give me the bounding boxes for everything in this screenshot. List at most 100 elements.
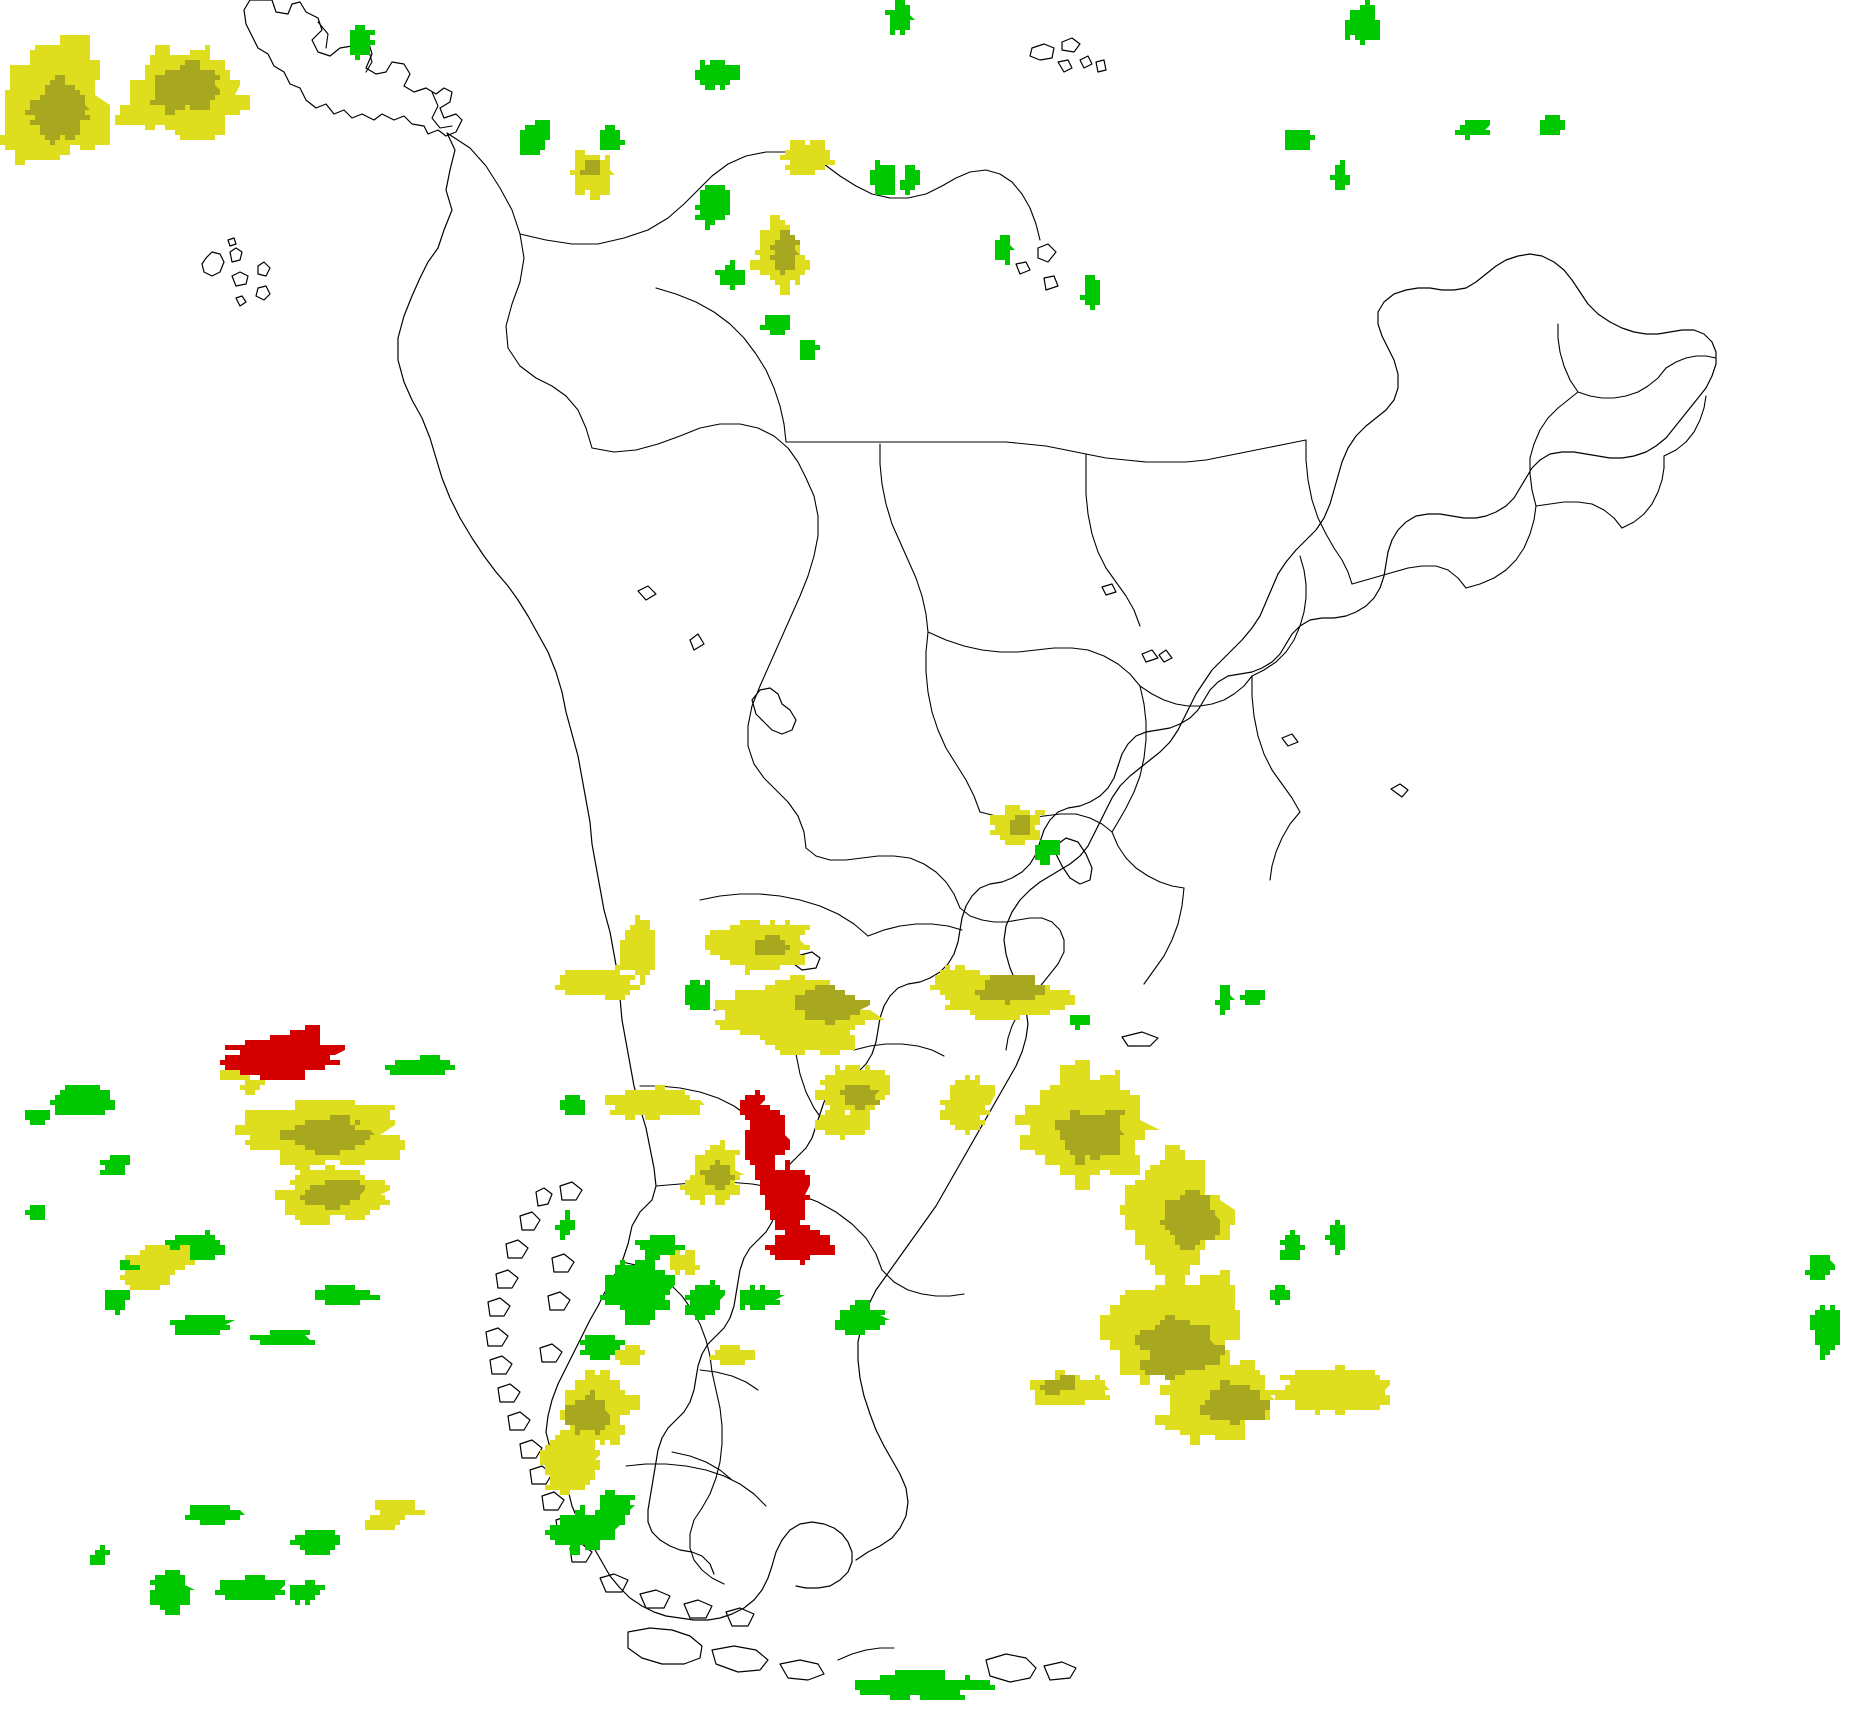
overlay-patch [520,120,550,155]
overlay-patch [1285,125,1315,150]
overlay-patch [840,1670,1000,1700]
overlay-patch [150,1570,195,1615]
overlay-patch [1035,845,1050,870]
overlay-patch [25,1110,50,1125]
overlay-patch [685,980,715,1010]
overlay-patch [740,1285,785,1310]
overlay-patch [1240,985,1265,1005]
overlay-patch [1040,1375,1080,1395]
overlay-patch [1805,1250,1835,1280]
overlay-patches-yellow [0,35,1390,1530]
overlay-patch [285,1580,325,1605]
overlay-patch [695,60,740,90]
overlay-patch [745,1105,790,1185]
overlay-patch [1200,1380,1270,1425]
overlay-patch [240,1075,265,1095]
overlay-patch [580,1335,625,1360]
overlay-patches-green [25,0,1840,1700]
overlay-patch [1345,0,1380,45]
overlay-patch [25,75,90,145]
overlay-patch [1065,1015,1090,1030]
overlay-patch [695,185,735,230]
overlay-patch [940,1075,995,1135]
overlay-patch [1055,1110,1125,1165]
overlay-patches-olive [25,60,1270,1435]
overlay-patches-red [220,1025,835,1265]
overlay-patch [220,1025,345,1080]
overlay-patch [635,1235,685,1260]
overlay-patch [315,1285,380,1305]
overlay-patch [350,25,375,60]
overlay-patch [1330,160,1350,190]
coastal-fragments [637,583,1409,1047]
overlay-patch [280,1115,375,1155]
overlay-patch [740,1090,765,1125]
overlay-patch [615,1345,645,1370]
overlay-patch [1540,115,1565,135]
overlay-patch [840,1085,880,1110]
overlay-patch [810,1110,875,1140]
state-boundaries-brazil [656,288,1716,984]
overlay-patch [870,160,895,200]
overlay-patch [1080,275,1105,310]
overlay-patch [885,0,915,35]
overlay-patch [555,1210,575,1240]
overlay-patch [370,1495,425,1525]
overlay-patch [1215,980,1235,1015]
overlay-patch [1270,1285,1290,1305]
overlay-patch [790,985,870,1025]
overlay-patch [900,165,920,195]
boundary-nicaragua-costa-rica [318,22,328,48]
overlay-patch [580,160,600,175]
overlay-patch [995,235,1015,265]
overlay-patch [150,60,220,115]
tierra-del-fuego [627,1627,825,1681]
overlay-patch [250,1325,315,1345]
overlay-patch [540,1435,600,1495]
overlay-patch [1280,1230,1305,1265]
overlay-patch [50,1085,115,1115]
overlay-patch [700,1160,735,1190]
overlay-patch [600,1255,675,1325]
overlay-patch [835,1300,890,1335]
overlay-patch [750,935,790,955]
overlay-patch [215,1575,285,1600]
overlay-patch [555,965,640,1000]
overlay-patch [620,915,655,985]
lake-titicaca [751,687,797,735]
coast-central-america [243,0,463,137]
galapagos-islands [201,237,271,307]
overlay-patch [170,1315,235,1335]
overlay-patch [715,260,745,290]
overlay-patch [710,1345,755,1365]
caribbean-islands [1015,37,1107,291]
overlay-patch [1005,815,1035,835]
overlay-patch [670,1250,700,1275]
overlay-patch [1135,1315,1225,1380]
overlay-patch [180,1505,245,1525]
overlay-patch [220,1065,255,1080]
overlay-patch [770,230,800,275]
overlay-patch [1810,1305,1840,1360]
overlay-patch [90,1545,110,1565]
overlay-patch [800,340,820,360]
lagoa-dos-patos [1055,837,1093,885]
overlay-patch [595,125,625,155]
overlay-patch [365,1510,395,1530]
overlay-patch [780,140,835,175]
overlay-patch [975,975,1050,1005]
overlay-patch [760,310,790,335]
overlay-patch [605,1085,705,1120]
boundary-panama-colombia [432,92,452,128]
overlay-patch [300,1180,365,1210]
falkland-islands [985,1653,1077,1683]
overlay-patch [290,1525,340,1555]
overlay-patch [1160,1190,1220,1250]
patagonian-archipelago [485,1181,755,1627]
overlay-patch [120,1270,175,1290]
overlay-patch [1455,120,1490,140]
overlay-patch [595,1490,635,1525]
